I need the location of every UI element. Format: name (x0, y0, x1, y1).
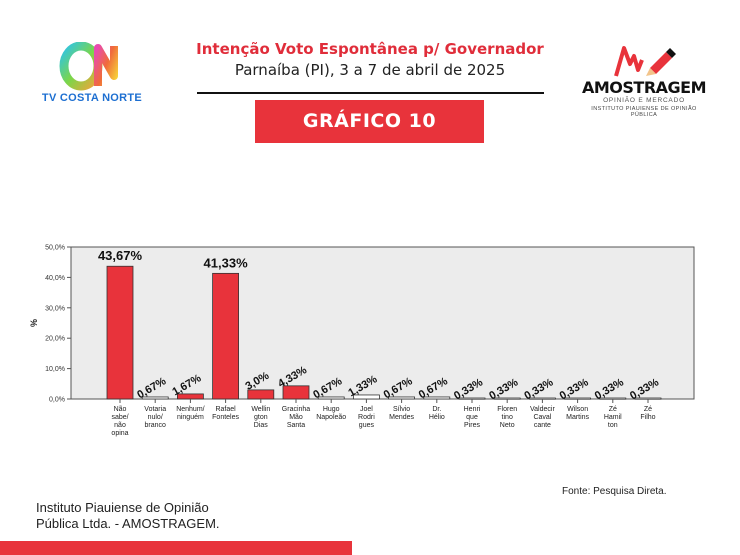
category-label-line: Mendes (389, 414, 414, 421)
category-label-line: Pires (464, 422, 480, 429)
category-label-line: Hélio (429, 414, 445, 421)
data-label: 41,33% (204, 255, 249, 270)
category-label: Votaria nulo/branco (144, 406, 166, 429)
tv-logo-text: TV COSTA NORTE (41, 92, 143, 104)
y-tick-label: 50,0% (45, 245, 65, 252)
category-label-line: Henri (464, 406, 481, 413)
category-label-line: Nenhum/ (176, 406, 204, 413)
amostragem-logo-institute: INSTITUTO PIAUIENSE DE OPINIÃO PÚBLICA (591, 106, 697, 118)
category-label: Sílvio Mendes (389, 406, 414, 421)
category-label: Zé Filho (640, 406, 655, 421)
category-label-line: Zé (644, 406, 652, 413)
category-label: Gracinha Mão Santa (282, 406, 311, 429)
category-label-line: Zé (609, 406, 617, 413)
category-label-line: gues (359, 422, 375, 429)
y-tick-label: 40,0% (45, 275, 65, 282)
category-label-line: Não (114, 406, 127, 413)
category-label-line: Mão (289, 414, 303, 421)
category-label-line: Votaria (144, 406, 166, 413)
y-tick-label: 30,0% (45, 305, 65, 312)
title-divider (197, 92, 544, 94)
bottom-accent-bar (0, 541, 352, 555)
category-label: Wellin gton Dias (251, 406, 270, 429)
category-label-line: Hugo (323, 406, 340, 413)
amostragem-logo-tagline: OPINIÃO E MERCADO (603, 97, 685, 104)
category-label-line: opina (111, 430, 128, 437)
category-label-line: Caval (533, 414, 551, 421)
category-label: Hugo Napoleão (316, 406, 346, 421)
data-label: 43,67% (98, 248, 143, 263)
category-label-line: Neto (500, 422, 515, 429)
category-label-line: Floren (497, 406, 517, 413)
amostragem-logo-name: AMOSTRAGEM (581, 78, 707, 97)
category-label-line: Martins (566, 414, 589, 421)
y-tick-label: 0,0% (49, 397, 65, 404)
page-title: Intenção Voto Espontânea p/ Governador (196, 40, 544, 58)
footer-institute-line-1: Instituto Piauiense de Opinião (36, 500, 209, 515)
y-axis-label: % (29, 319, 39, 327)
category-label: Rafael Fonteles (212, 406, 239, 421)
category-label-line: Gracinha (282, 406, 311, 413)
page-subtitle: Parnaíba (PI), 3 a 7 de abril de 2025 (234, 61, 506, 79)
amostragem-logo: AMOSTRAGEM OPINIÃO E MERCADO INSTITUTO P… (580, 42, 708, 118)
footer-institute-line-2: Pública Ltda. - AMOSTRAGEM. (36, 516, 220, 531)
category-label-line: ton (608, 422, 618, 429)
category-label: Nenhum/ninguém (176, 406, 204, 421)
category-label-line: Joel (360, 406, 373, 413)
category-label-line: Valdecir (530, 406, 555, 413)
category-label-line: Rafael (215, 406, 236, 413)
tv-logo-mark-icon (59, 41, 118, 91)
category-label-line: Hamil (604, 414, 622, 421)
category-label-line: cante (534, 422, 551, 429)
plot-area (70, 246, 695, 400)
category-label-line: Filho (640, 414, 655, 421)
category-label: Zé Hamil ton (604, 406, 622, 429)
bar (106, 265, 134, 400)
category-label: Henri que Pires (464, 406, 481, 429)
category-label-line: Dr. (432, 406, 441, 413)
chart-number-banner: GRÁFICO 10 (255, 100, 484, 143)
category-label-line: gton (254, 414, 268, 421)
category-label-line: Rodri (358, 414, 375, 421)
bar (282, 385, 310, 400)
bar (212, 272, 240, 400)
category-label-line: Sílvio (393, 406, 410, 413)
amostragem-logo-mark-icon (614, 46, 676, 77)
category-label-line: não (114, 422, 126, 429)
footer-institute: Instituto Piauiense de Opinião Pública L… (36, 500, 220, 532)
category-label-line: Fonteles (212, 414, 239, 421)
category-label: Dr. Hélio (429, 406, 445, 421)
category-label-line: nulo/ (148, 414, 163, 421)
category-label-line: Wilson (567, 406, 588, 413)
y-tick-label: 10,0% (45, 366, 65, 373)
category-label: Wilson Martins (566, 406, 589, 421)
category-label-line: ninguém (177, 414, 204, 421)
category-label-line: Wellin (251, 406, 270, 413)
category-label-line: que (466, 414, 478, 421)
category-label-line: Dias (254, 422, 269, 429)
category-label-line: Santa (287, 422, 305, 429)
category-label-line: sabe/ (111, 414, 128, 421)
category-label-line: Napoleão (316, 414, 346, 421)
category-label: Floren tino Neto (497, 406, 517, 429)
bar-chart: 0,0% 10,0% 20,0% 30,0% 40,0% 50,0%% 43,67% Não s… (29, 245, 695, 437)
category-label: Não sabe/não opina (111, 406, 128, 437)
y-tick-label: 20,0% (45, 336, 65, 343)
category-label: Joel Rodri gues (358, 406, 375, 429)
category-label: Valdecir Caval cante (530, 406, 555, 429)
category-label-line: branco (144, 422, 166, 429)
category-label-line: tino (502, 414, 513, 421)
source-note: Fonte: Pesquisa Direta. (562, 486, 667, 497)
tv-costa-norte-logo: TV COSTA NORTE (36, 41, 148, 106)
